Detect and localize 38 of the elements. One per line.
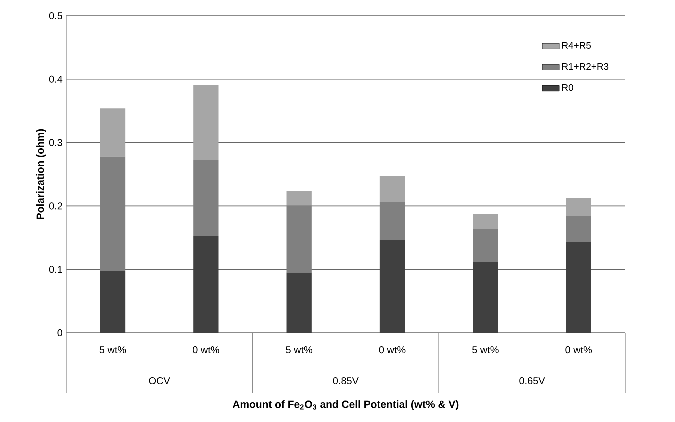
x-tick-label: 5 wt% xyxy=(100,346,126,354)
x-tick-label: 0 wt% xyxy=(193,346,220,354)
bar xyxy=(100,272,126,333)
bar xyxy=(380,240,406,333)
text: OCV xyxy=(149,377,170,385)
x-tick-label: 0 wt% xyxy=(379,346,406,354)
legend-label: R1+R2+R3 xyxy=(562,63,609,70)
bar xyxy=(566,242,592,333)
bar xyxy=(473,262,498,333)
bar xyxy=(473,229,498,262)
y-tick-label: 0 xyxy=(58,329,63,337)
bar xyxy=(194,85,219,161)
legend-label: R0 xyxy=(562,84,574,92)
bar xyxy=(566,198,592,216)
bar xyxy=(100,156,126,272)
bar xyxy=(380,202,406,240)
bar xyxy=(100,108,126,157)
bar xyxy=(473,214,498,230)
y-tick-label: 0.5 xyxy=(49,12,62,20)
x-tick-label: 0 wt% xyxy=(566,346,592,354)
bar xyxy=(194,160,219,236)
bar xyxy=(566,216,592,242)
bar xyxy=(380,176,406,202)
y-tick-label: 0.4 xyxy=(49,76,63,83)
bar xyxy=(194,236,219,333)
bar xyxy=(286,272,312,333)
x-axis-title: Amount of Fe$_{2}$O$_{3}$ and Cell Potential (wt% & V) xyxy=(232,400,459,410)
y-tick-label: 0.3 xyxy=(49,139,62,146)
y-tick-label: 0.1 xyxy=(49,266,62,274)
text: 0.65V xyxy=(520,377,546,385)
y-axis-title: Polarization (ohm) xyxy=(36,129,46,220)
x-tick-label: 5 wt% xyxy=(472,346,499,354)
bar xyxy=(286,190,312,206)
text: 0.85V xyxy=(333,377,359,385)
y-tick-label: 0.2 xyxy=(49,202,62,210)
bar xyxy=(286,206,312,273)
x-tick-label: 5 wt% xyxy=(286,346,313,354)
legend-label: R4+R5 xyxy=(562,42,592,49)
